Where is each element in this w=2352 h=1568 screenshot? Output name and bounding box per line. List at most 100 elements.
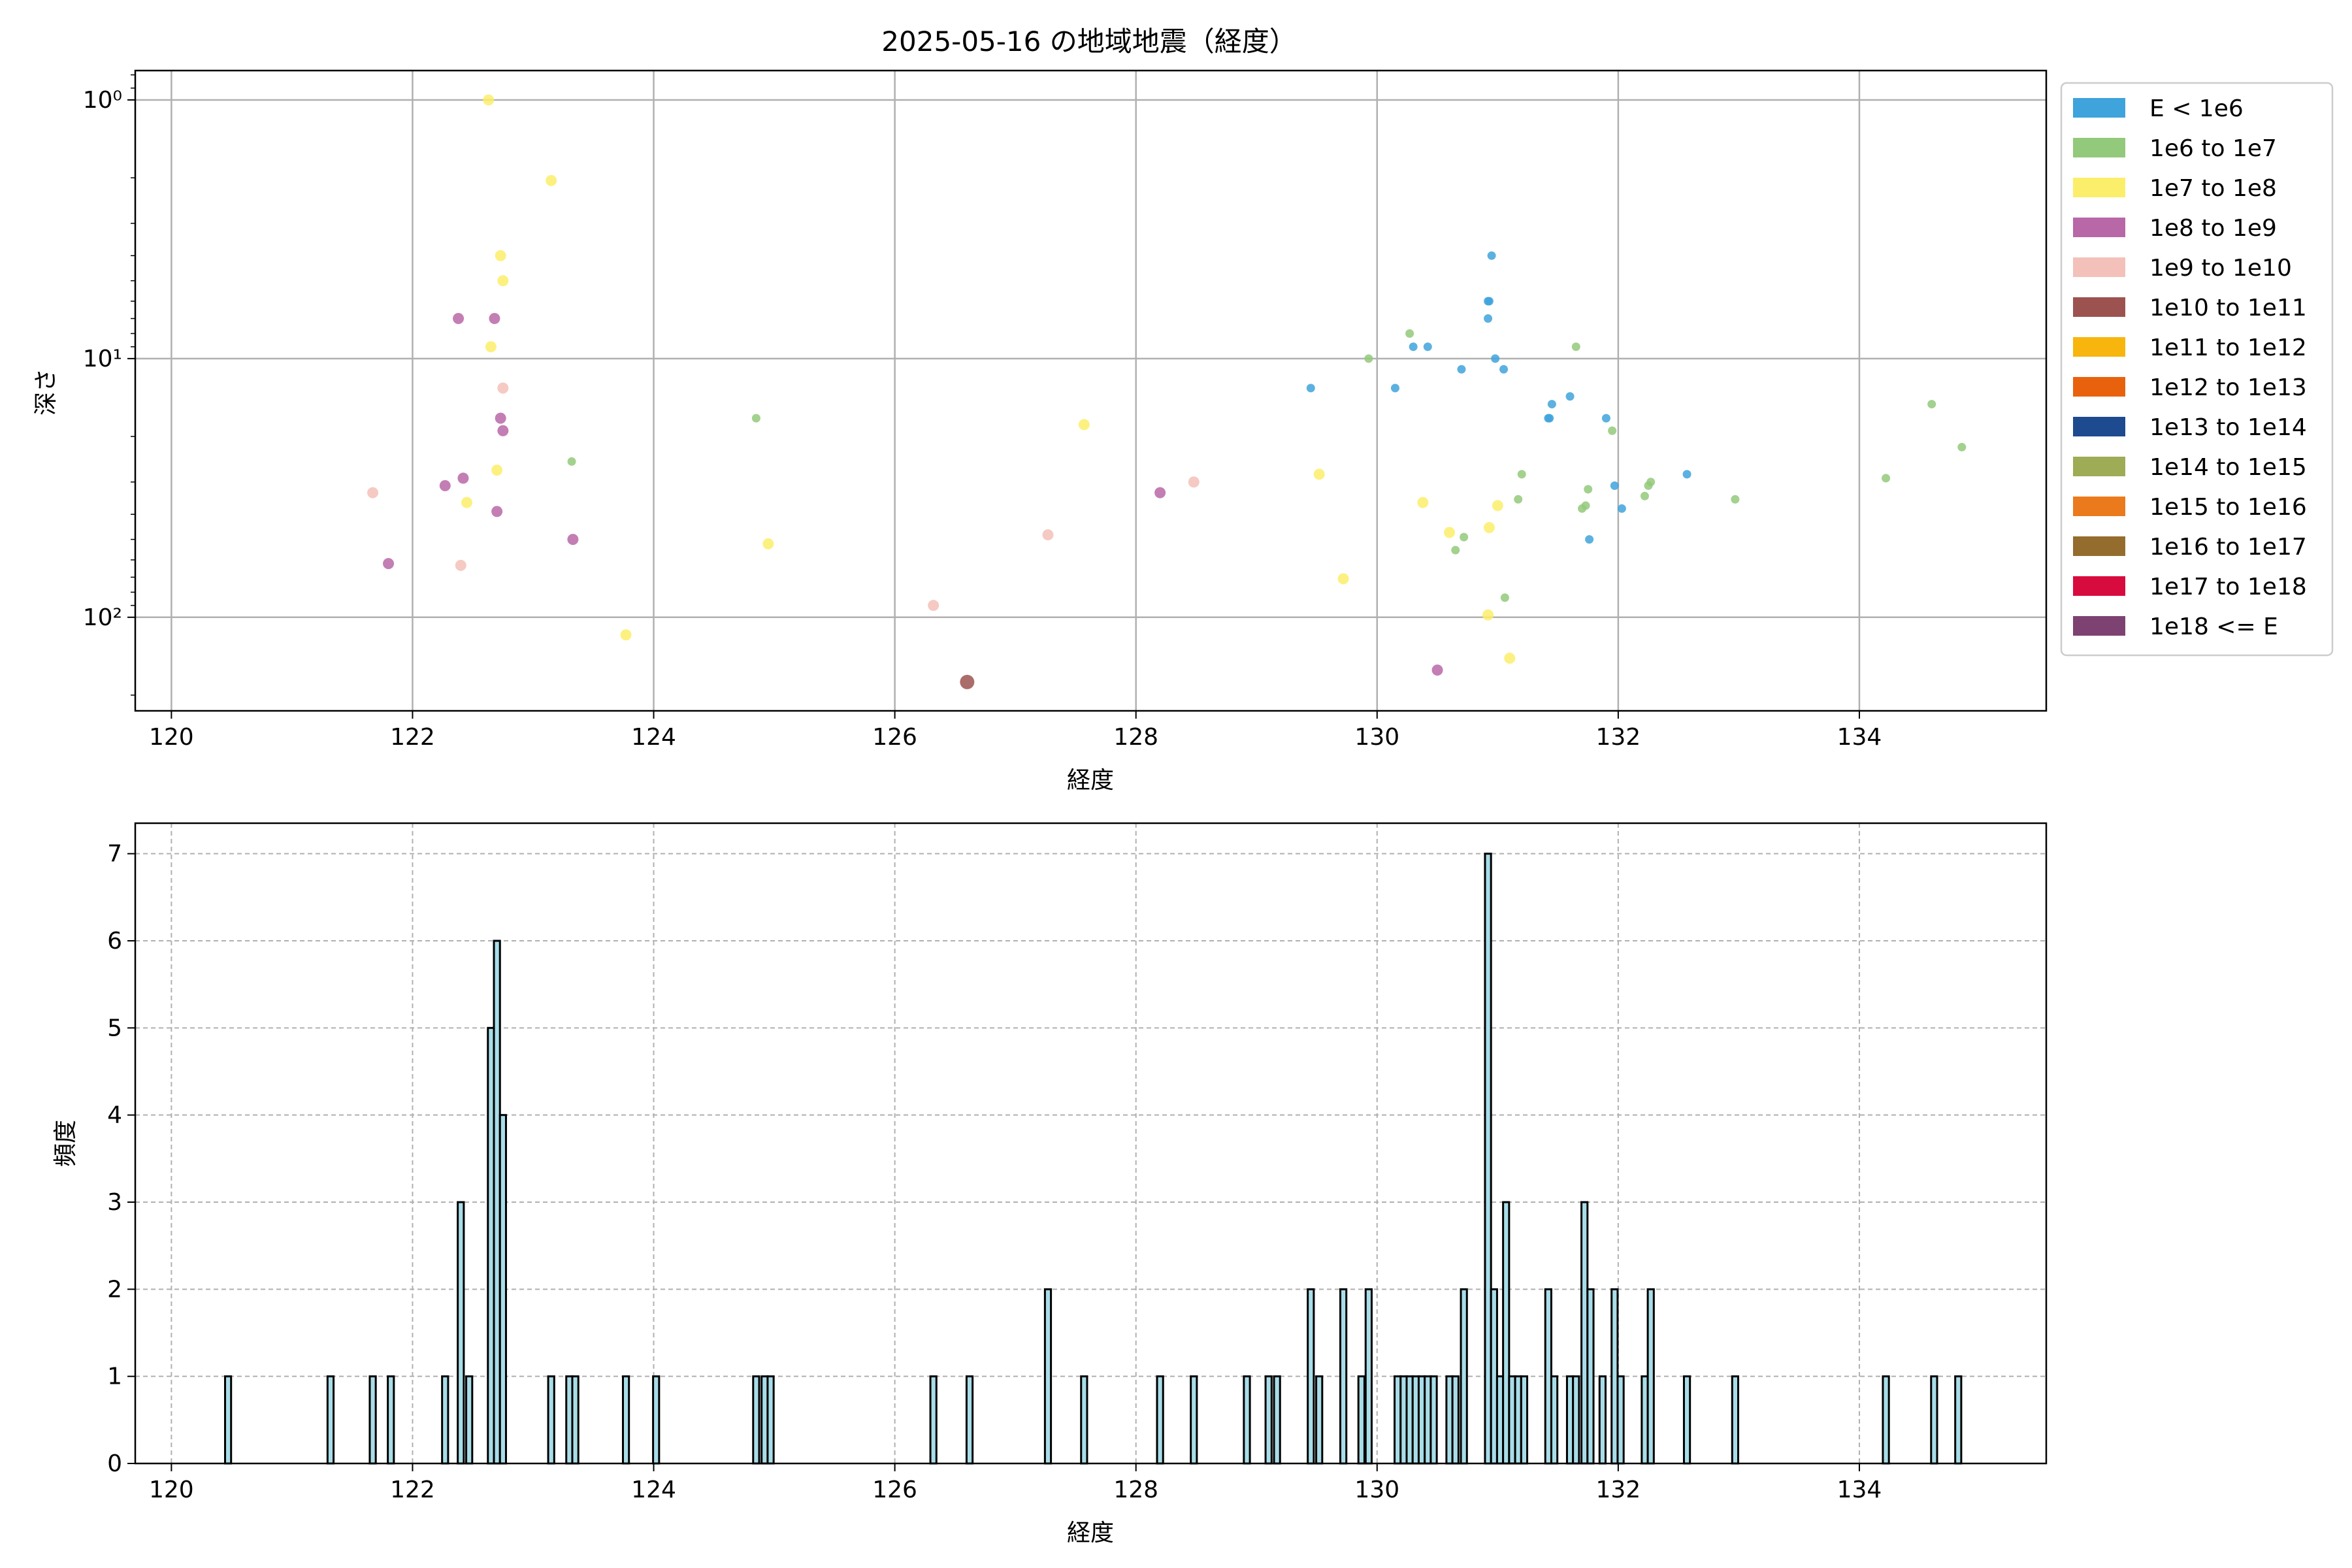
scatter-point	[1731, 495, 1740, 504]
histogram-bar	[1315, 1375, 1324, 1465]
scatter-x-tick-label: 122	[390, 724, 435, 751]
legend-swatch	[2073, 616, 2125, 636]
histogram-y-tick-label: 0	[107, 1450, 122, 1477]
histogram-x-tick-label: 128	[1113, 1477, 1158, 1503]
histogram-bar	[766, 1375, 775, 1465]
scatter-point	[1601, 414, 1610, 423]
legend-label: 1e18 <= E	[2149, 613, 2278, 640]
histogram-bar	[1550, 1375, 1559, 1465]
histogram-bar	[1307, 1288, 1315, 1465]
histogram-y-tick-label: 3	[107, 1189, 122, 1216]
figure-title: 2025-05-16 の地域地震（経度）	[881, 25, 1296, 57]
scatter-point	[1585, 535, 1594, 544]
scatter-point	[1882, 474, 1891, 483]
histogram-bar	[498, 1114, 507, 1465]
scatter-point	[1423, 342, 1432, 351]
scatter-point	[1460, 532, 1469, 542]
legend-swatch	[2073, 417, 2125, 436]
scatter-point	[1337, 573, 1349, 585]
histogram-bar	[571, 1375, 580, 1465]
scatter-point	[1492, 500, 1503, 512]
scatter-point	[1188, 476, 1200, 488]
legend-label: 1e9 to 1e10	[2149, 255, 2292, 282]
histogram-bar	[457, 1201, 465, 1465]
scatter-grid	[135, 71, 2046, 711]
histogram-y-tick-label: 6	[107, 928, 122, 955]
scatter-point	[497, 275, 509, 287]
scatter-x-tick-label: 134	[1837, 724, 1882, 751]
scatter-point	[1682, 470, 1691, 479]
scatter-point	[1545, 414, 1554, 423]
histogram-y-axis-label: 頻度	[52, 1120, 79, 1167]
scatter-point	[1078, 419, 1090, 431]
scatter-x-tick-label: 126	[872, 724, 917, 751]
scatter-point	[495, 250, 506, 261]
scatter-point	[1405, 329, 1414, 338]
scatter-point	[1500, 593, 1509, 602]
histogram-bars	[223, 853, 1963, 1465]
scatter-point	[1571, 342, 1580, 351]
scatter-point	[1484, 297, 1494, 306]
histogram-bar	[1339, 1288, 1348, 1465]
scatter-point	[1042, 529, 1054, 541]
scatter-point	[1306, 384, 1315, 393]
legend-swatch	[2073, 138, 2125, 157]
scatter-point	[762, 538, 774, 549]
legend-swatch	[2073, 457, 2125, 476]
legend-label: 1e17 to 1e18	[2149, 574, 2307, 600]
scatter-point	[1957, 442, 1967, 451]
scatter-point	[567, 457, 576, 466]
histogram-bar	[1273, 1375, 1281, 1465]
scatter-point	[455, 559, 466, 571]
histogram-bar	[1882, 1375, 1890, 1465]
scatter-point	[1491, 354, 1500, 363]
scatter-point	[1483, 521, 1495, 533]
scatter-point	[1927, 400, 1936, 409]
histogram-x-tick-label: 132	[1596, 1477, 1641, 1503]
histogram-bar	[1520, 1375, 1529, 1465]
histogram-bar	[1954, 1375, 1963, 1465]
legend-swatch	[2073, 257, 2125, 277]
histogram-bar	[1043, 1288, 1053, 1465]
scatter-x-axis: 120 122 124 126 128 130 132 134	[149, 711, 1882, 751]
histogram-bar	[1243, 1375, 1251, 1465]
scatter-y-tick-label: 10²	[83, 604, 122, 631]
histogram-bar	[652, 1375, 661, 1465]
scatter-point	[457, 472, 469, 484]
scatter-x-tick-label: 120	[149, 724, 194, 751]
scatter-x-tick-label: 132	[1596, 724, 1641, 751]
legend-label: 1e14 to 1e15	[2149, 454, 2307, 481]
scatter-point	[1409, 342, 1418, 351]
scatter-point	[439, 480, 451, 491]
scatter-point	[546, 174, 557, 186]
histogram-bar	[1731, 1375, 1739, 1465]
histogram-bar	[1682, 1375, 1691, 1465]
scatter-point	[567, 534, 579, 546]
legend-swatch	[2073, 576, 2125, 596]
scatter-point	[1364, 354, 1373, 363]
scatter-x-tick-label: 128	[1113, 724, 1158, 751]
scatter-point	[1581, 501, 1590, 510]
histogram-bar	[1646, 1288, 1655, 1465]
histogram-x-tick-label: 124	[631, 1477, 676, 1503]
scatter-y-tick-label: 10¹	[83, 346, 122, 372]
scatter-point	[1517, 470, 1526, 479]
scatter-y-axis-label: 深さ	[33, 368, 59, 416]
histogram-x-axis: 120 122 124 126 128 130 132 134	[149, 1463, 1882, 1503]
scatter-x-axis-label: 経度	[1067, 767, 1114, 794]
histogram-bar	[1080, 1375, 1088, 1465]
legend-label: 1e10 to 1e11	[2149, 295, 2307, 321]
scatter-x-tick-label: 124	[631, 724, 676, 751]
histogram-bar	[387, 1375, 395, 1465]
legend-swatch	[2073, 337, 2125, 357]
legend-box	[2060, 82, 2334, 657]
histogram-bar	[1357, 1375, 1365, 1465]
scatter-point	[383, 558, 395, 570]
scatter-point	[1313, 468, 1325, 480]
legend-swatch	[2073, 98, 2125, 118]
scatter-point	[1417, 497, 1429, 508]
legend-swatch	[2073, 536, 2125, 556]
scatter-point	[1484, 314, 1493, 323]
legend-swatch	[2073, 297, 2125, 317]
histogram-bar	[1616, 1375, 1625, 1465]
